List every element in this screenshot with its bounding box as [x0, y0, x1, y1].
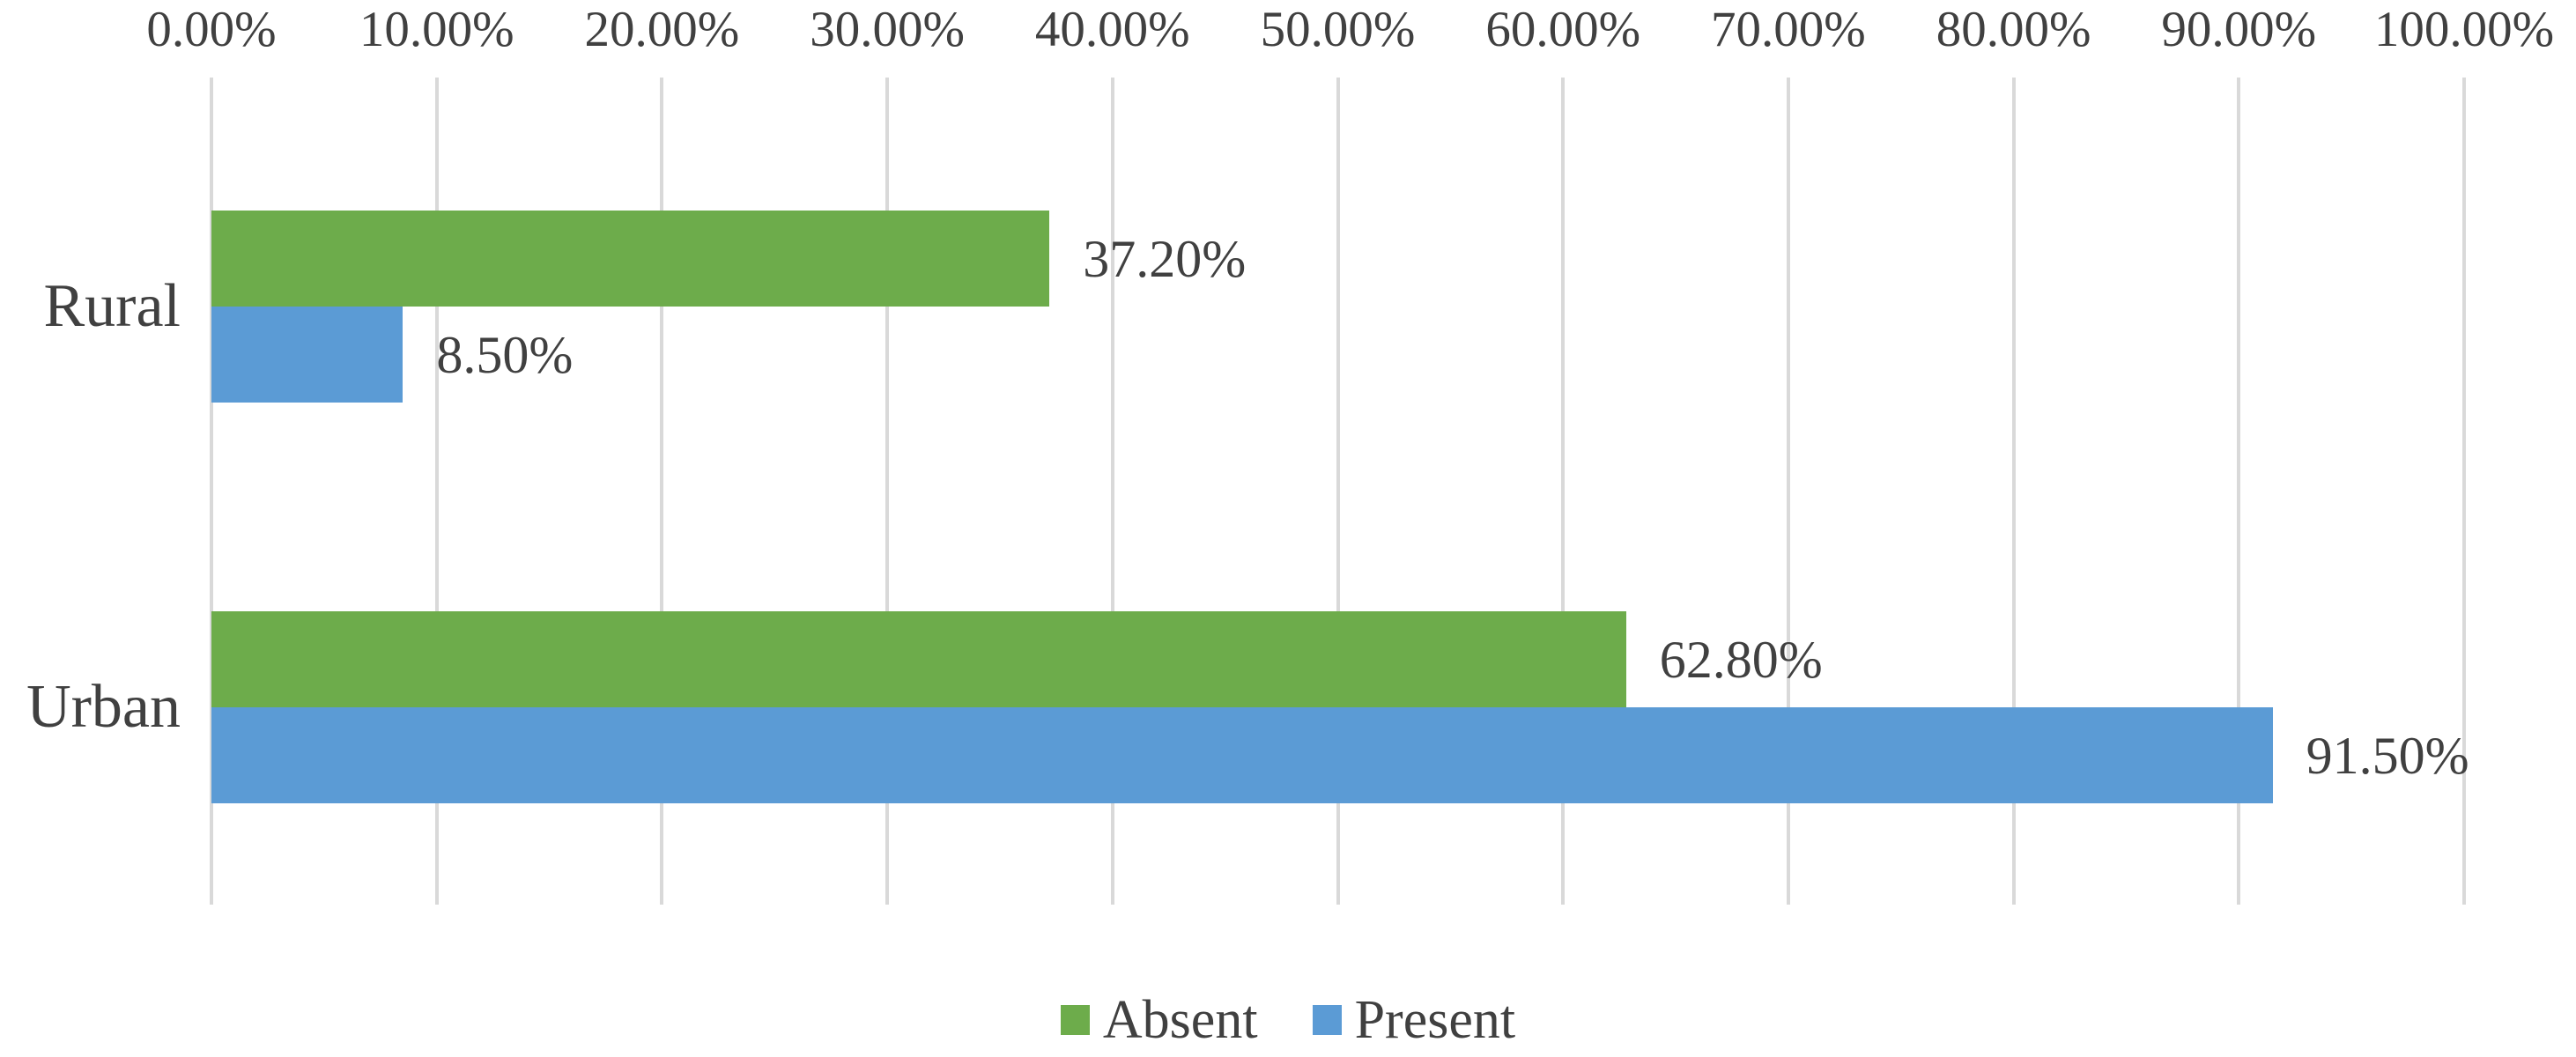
gridline [1110, 78, 1114, 905]
gridline [885, 78, 890, 905]
data-label-urban-absent: 62.80% [1659, 630, 1823, 689]
category-label-urban: Urban [26, 673, 181, 741]
legend-swatch-present [1312, 1005, 1342, 1035]
x-axis-tick-label: 100.00% [2373, 2, 2555, 57]
data-label-rural-absent: 37.20% [1083, 229, 1247, 288]
data-label-urban-present: 91.50% [2306, 726, 2469, 785]
x-axis-tick-label: 50.00% [1260, 2, 1416, 57]
legend-item-present: Present [1312, 990, 1516, 1050]
bar-urban-absent [211, 611, 1626, 707]
legend-item-absent: Absent [1060, 990, 1258, 1050]
gridline [1786, 78, 1790, 905]
x-axis-tick-label: 80.00% [1936, 2, 2091, 57]
x-axis-tick-label: 60.00% [1485, 2, 1641, 57]
x-axis-tick-label: 70.00% [1711, 2, 1866, 57]
bar-urban-present [211, 707, 2273, 803]
legend-swatch-absent [1060, 1005, 1090, 1035]
legend: Absent Present [0, 991, 2576, 1049]
gridline [2462, 78, 2466, 905]
gridline [434, 78, 439, 905]
data-label-rural-present: 8.50% [436, 325, 574, 384]
gridline [2011, 78, 2016, 905]
legend-label-present: Present [1354, 990, 1516, 1050]
bar-rural-absent [211, 211, 1050, 307]
x-axis-tick-label: 0.00% [146, 2, 277, 57]
gridline [2237, 78, 2241, 905]
x-axis-tick-label: 30.00% [810, 2, 965, 57]
x-axis-tick-label: 10.00% [359, 2, 514, 57]
category-label-rural: Rural [43, 272, 181, 340]
gridline [210, 78, 213, 905]
gridline [660, 78, 664, 905]
x-axis-tick-label: 40.00% [1034, 2, 1190, 57]
bar-rural-present [211, 307, 403, 403]
x-axis-tick-label: 90.00% [2161, 2, 2317, 57]
x-axis-tick-label: 20.00% [584, 2, 740, 57]
legend-label-absent: Absent [1102, 990, 1258, 1050]
gridline [1561, 78, 1566, 905]
gridline [1336, 78, 1340, 905]
